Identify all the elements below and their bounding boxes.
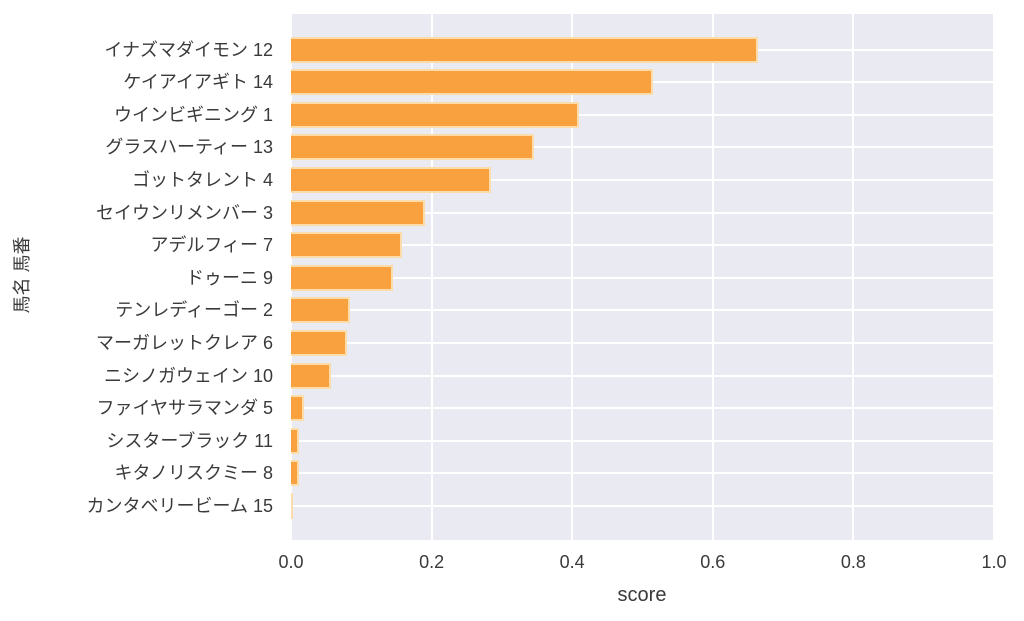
bar	[291, 492, 293, 519]
y-tick-label: イナズマダイモン 12	[104, 39, 273, 60]
x-tick-label: 0.2	[419, 552, 445, 572]
y-tick-labels: イナズマダイモン 12 ケイアイアギト 14 ウインビギニング 1 グラスハーティー …	[0, 14, 283, 540]
gridline-horizontal	[291, 472, 994, 475]
bar	[291, 101, 580, 128]
y-tick-label: テンレディーゴー 2	[115, 300, 273, 321]
y-tick-label: グラスハーティー 13	[105, 137, 273, 158]
x-tick-label: 0.4	[559, 552, 585, 572]
plot-area	[291, 14, 994, 540]
y-tick-label: セイウンリメンバー 3	[95, 202, 273, 223]
gridline-horizontal	[291, 276, 994, 279]
y-tick-label: カンタベリービーム 15	[86, 495, 273, 516]
bar	[291, 264, 393, 291]
y-tick-label: キタノリスクミー 8	[114, 463, 273, 484]
y-tick-label: ドゥーニ 9	[185, 267, 273, 288]
y-tick-label: ウインビギニング 1	[113, 104, 273, 125]
gridline-horizontal	[291, 146, 994, 149]
x-axis-label: score	[617, 584, 667, 606]
y-tick-label: マーガレットクレア 6	[95, 332, 273, 353]
y-axis-label: 馬名 馬番	[12, 236, 32, 314]
y-tick-label: ゴットタレント 4	[131, 169, 273, 190]
gridline-horizontal	[291, 374, 994, 377]
bar	[291, 134, 534, 161]
gridline-horizontal	[291, 309, 994, 312]
bar	[291, 199, 425, 226]
gridline-horizontal	[291, 439, 994, 442]
y-tick-label: ニシノガウェイン 10	[103, 365, 273, 386]
bar	[291, 297, 351, 324]
gridline-horizontal	[291, 504, 994, 507]
gridline-horizontal	[291, 211, 994, 214]
y-tick-label: ケイアイアギト 14	[123, 72, 273, 93]
bar	[291, 36, 759, 63]
y-tick-label: シスターブラック 11	[106, 430, 273, 451]
bar	[291, 166, 492, 193]
bar	[291, 460, 299, 487]
y-tick-label: アデルフィー 7	[150, 235, 273, 256]
gridline-horizontal	[291, 341, 994, 344]
x-tick-label: 0.6	[700, 552, 726, 572]
bar	[291, 232, 403, 259]
x-tick-label: 1.0	[981, 552, 1007, 572]
x-tick-label: 0.8	[840, 552, 866, 572]
y-tick-label: ファイヤサラマンダ 5	[96, 398, 273, 419]
gridline-horizontal	[291, 244, 994, 247]
bar	[291, 427, 300, 454]
gridline-horizontal	[291, 407, 994, 410]
bar	[291, 329, 347, 356]
x-tick-label: 0.0	[278, 552, 304, 572]
bar	[291, 362, 332, 389]
gridline-horizontal	[291, 178, 994, 181]
bar	[291, 395, 304, 422]
bar	[291, 69, 654, 96]
gridline-horizontal	[291, 113, 994, 116]
